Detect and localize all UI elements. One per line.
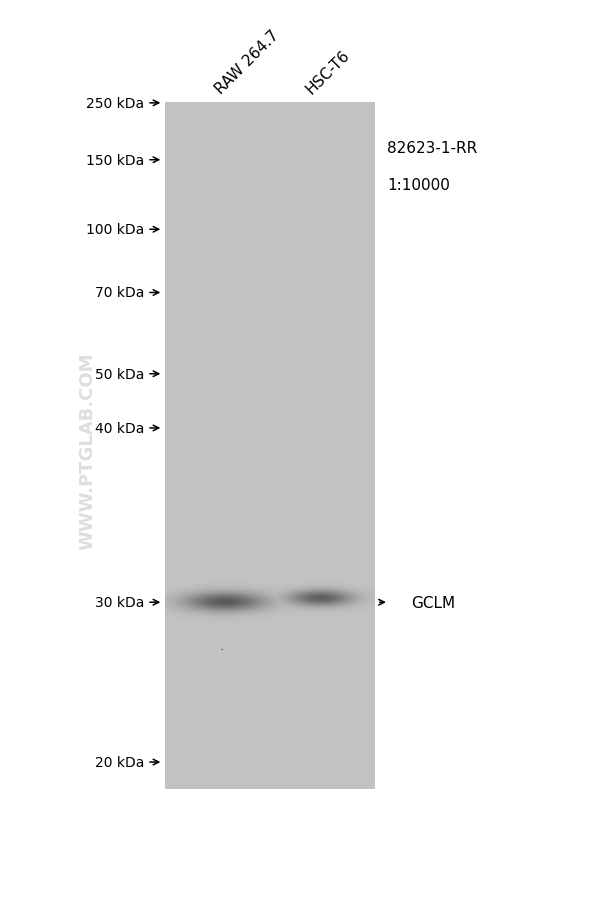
Text: 82623-1-RR: 82623-1-RR [387,142,477,156]
Text: 20 kDa: 20 kDa [95,755,144,769]
Text: 150 kDa: 150 kDa [86,153,144,168]
Text: 50 kDa: 50 kDa [95,367,144,382]
Text: 70 kDa: 70 kDa [95,286,144,300]
Text: RAW 264.7: RAW 264.7 [213,28,282,97]
Text: 100 kDa: 100 kDa [86,223,144,237]
Text: GCLM: GCLM [411,595,455,610]
Text: 40 kDa: 40 kDa [95,421,144,436]
Text: WWW.PTGLAB.COM: WWW.PTGLAB.COM [78,353,96,549]
Text: HSC-T6: HSC-T6 [303,48,353,97]
Text: 1:10000: 1:10000 [387,178,450,192]
Text: 30 kDa: 30 kDa [95,595,144,610]
Text: 250 kDa: 250 kDa [86,97,144,111]
